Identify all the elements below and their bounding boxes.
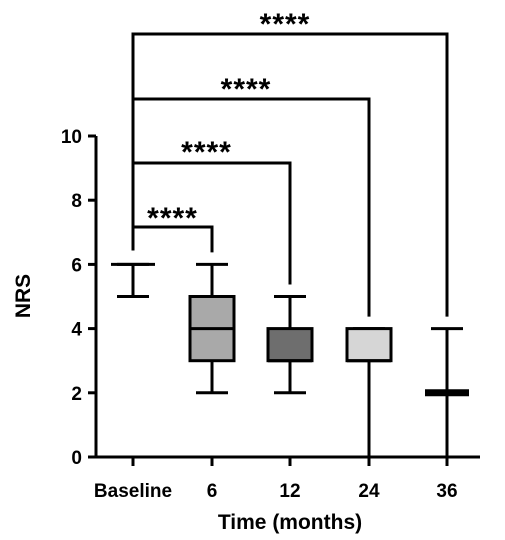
- box-1: [188, 262, 236, 395]
- y-tick-label-0: 0: [71, 448, 82, 469]
- box-2: [266, 295, 314, 395]
- y-tick-label-5: 10: [61, 127, 82, 148]
- x-axis-title: Time (months): [218, 511, 362, 534]
- bracket-label-1: ****: [181, 136, 232, 169]
- box-series: [111, 262, 469, 459]
- bracket-label-2: ****: [221, 73, 272, 106]
- x-tick-label-0: Baseline: [94, 481, 172, 502]
- box-rect-2: [266, 327, 314, 363]
- bracket-2: ****: [131, 73, 371, 317]
- box-3: [345, 327, 393, 459]
- y-tick-label-3: 6: [71, 255, 82, 276]
- x-tick-label-4: 36: [436, 481, 457, 502]
- y-tick-label-4: 8: [71, 191, 82, 212]
- x-tick-label-1: 6: [207, 481, 218, 502]
- box-rect-3: [345, 327, 393, 363]
- y-axis-title: NRS: [12, 274, 35, 318]
- box-4: [425, 327, 469, 459]
- x-tick-label-3: 24: [358, 481, 380, 502]
- x-tick-label-2: 12: [279, 481, 300, 502]
- y-tick-label-1: 2: [71, 384, 82, 405]
- bracket-line-3: [131, 32, 449, 317]
- bracket-label-0: ****: [147, 202, 198, 235]
- significance-brackets: **** **** **** ****: [131, 8, 449, 317]
- bracket-3: ****: [131, 8, 449, 317]
- bracket-0: ****: [131, 202, 214, 253]
- bracket-label-3: ****: [260, 8, 311, 41]
- box-0: [111, 262, 155, 298]
- y-tick-label-2: 4: [71, 320, 82, 341]
